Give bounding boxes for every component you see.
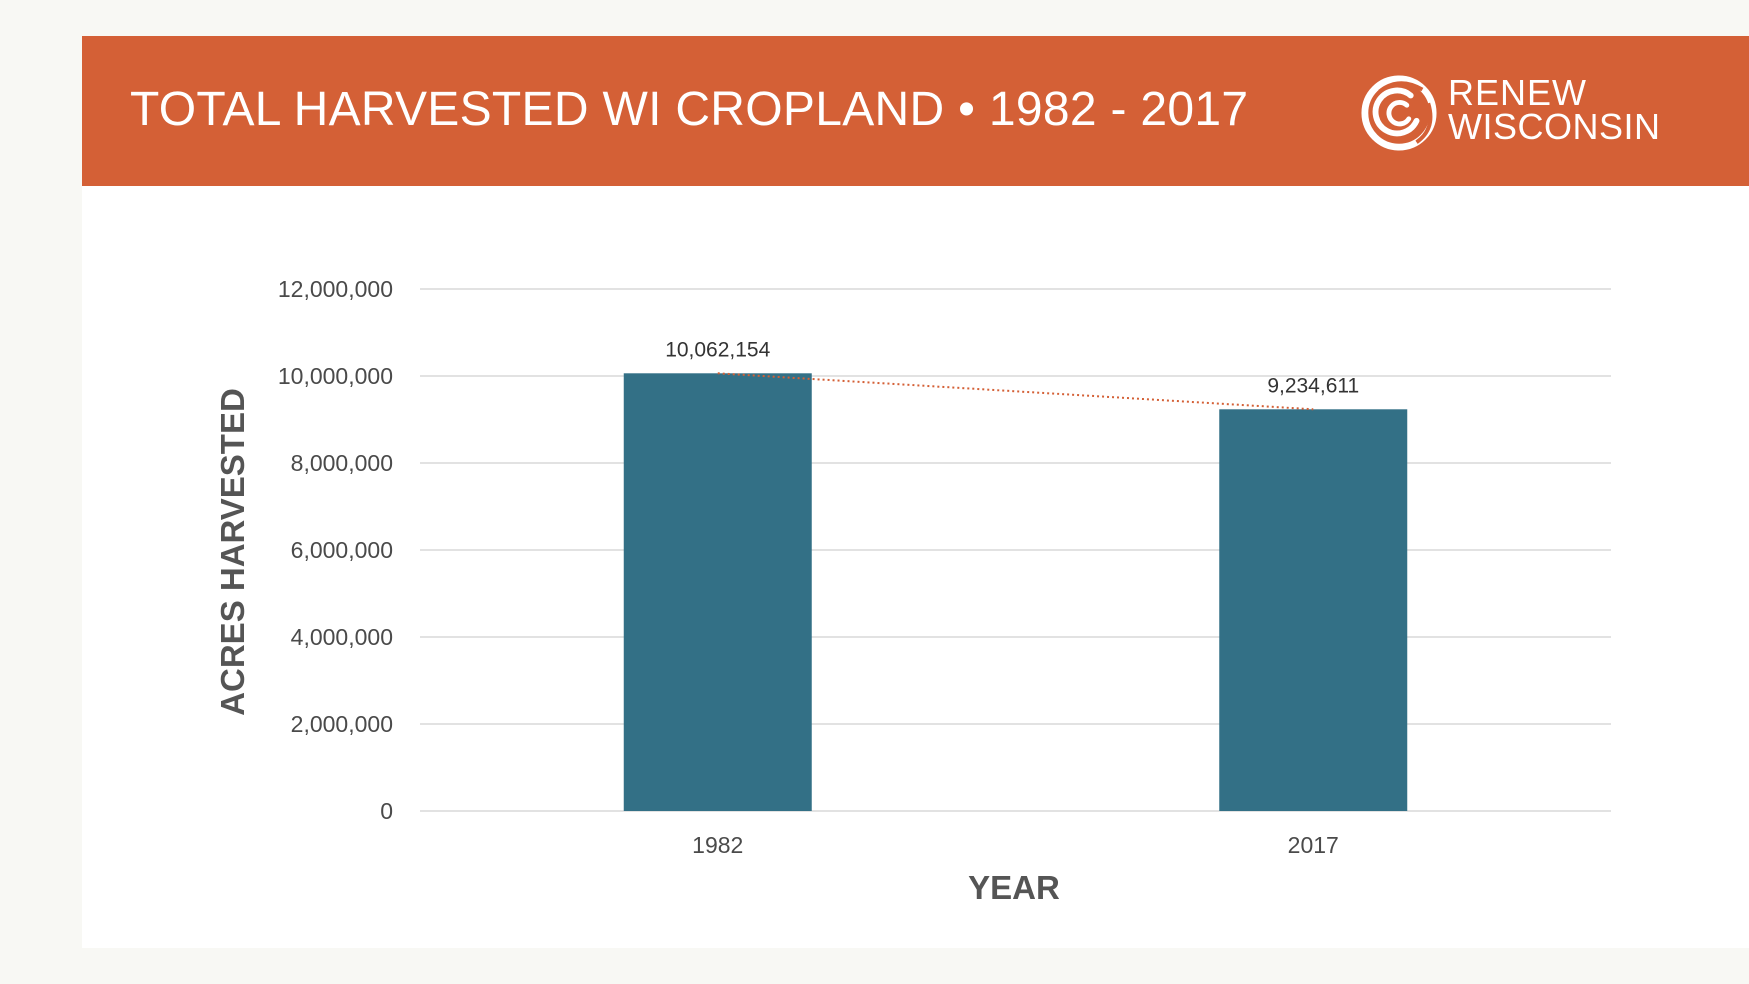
- x-axis-ticks: 1982 2017: [692, 832, 1339, 858]
- chart-card: [82, 36, 1749, 948]
- data-label-1982: 10,062,154: [665, 338, 770, 361]
- bars: [623, 373, 1408, 811]
- y-axis-ticks: 0 2,000,000 4,000,000 6,000,000 8,000,000 10,…: [278, 276, 393, 824]
- y-axis-title: ACRES HARVESTED: [214, 388, 251, 716]
- y-tick-label: 4,000,000: [291, 624, 393, 650]
- logo-wordmark: RENEW WISCONSIN: [1448, 72, 1661, 147]
- y-tick-label: 6,000,000: [291, 537, 393, 563]
- y-tick-label: 2,000,000: [291, 711, 393, 737]
- data-label-2017: 9,234,611: [1267, 374, 1359, 397]
- y-tick-label: 8,000,000: [291, 450, 393, 476]
- y-tick-label: 10,000,000: [278, 363, 393, 389]
- data-labels: 10,062,154 9,234,611: [665, 338, 1359, 397]
- header-banner: TOTAL HARVESTED WI CROPLAND • 1982 - 201…: [82, 36, 1749, 186]
- gridlines: [420, 288, 1611, 812]
- bar-2017: [1219, 409, 1408, 811]
- chart-title: TOTAL HARVESTED WI CROPLAND • 1982 - 201…: [130, 83, 1249, 136]
- renew-wisconsin-logo: RENEW WISCONSIN: [1360, 74, 1680, 154]
- x-tick-label-2017: 2017: [1288, 832, 1339, 858]
- logo-line-2: WISCONSIN: [1448, 106, 1661, 147]
- swirl-logo-icon: [1361, 75, 1437, 151]
- y-tick-label: 12,000,000: [278, 276, 393, 302]
- logo-line-1: RENEW: [1448, 72, 1587, 113]
- x-axis-title: YEAR: [968, 869, 1060, 906]
- y-tick-label: 0: [380, 798, 393, 824]
- x-tick-label-1982: 1982: [692, 832, 743, 858]
- bar-1982: [623, 373, 812, 811]
